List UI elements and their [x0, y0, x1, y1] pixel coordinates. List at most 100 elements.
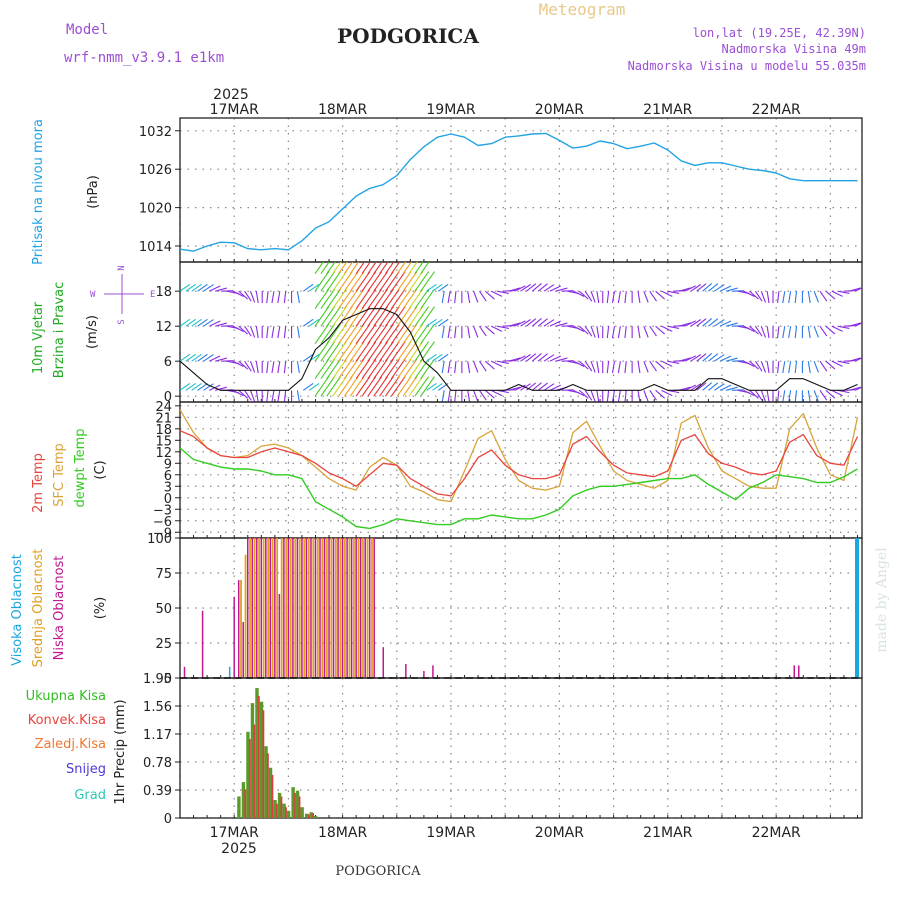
temperature-frame: [179, 401, 863, 539]
wind-barb: [249, 390, 256, 402]
wind-ylabel-line3: (m/s): [85, 315, 100, 349]
wind-barb: [702, 382, 713, 391]
wind-barb: [655, 360, 666, 370]
wind-barb: [543, 383, 555, 391]
wind-barb: [332, 262, 342, 274]
wind-barb: [244, 360, 252, 372]
wind-barb: [754, 325, 763, 337]
wind-barb: [508, 357, 521, 362]
wind-barb: [496, 360, 509, 364]
wind-barb: [432, 318, 443, 327]
credit-watermark: made by Angel: [874, 547, 890, 653]
wind-barb: [215, 322, 227, 327]
wind-barb: [420, 358, 435, 379]
wind-barb: [373, 323, 388, 344]
precip-legend-snow: Snijeg: [66, 762, 106, 777]
temperature-ylabel: 2m Temp SFC Temp dewpt Temp (C): [31, 428, 108, 512]
wind-barb: [402, 288, 418, 309]
wind-barb: [180, 318, 191, 327]
wind-barb: [244, 325, 252, 337]
precip-conv-bar: [267, 753, 269, 818]
wind-barb: [408, 262, 418, 274]
top-date-label: 19MAR: [426, 102, 475, 118]
wind-barb: [343, 323, 359, 344]
wind-barb: [813, 290, 819, 303]
pressure-panel: 1014 1020 1026 1032: [139, 117, 863, 263]
wind-barb: [349, 358, 365, 379]
precipitation-ytick-label: 0.39: [143, 784, 172, 799]
precip-total-bar: [300, 807, 304, 818]
wind-barb: [266, 326, 269, 339]
wind-barb: [573, 360, 585, 368]
pressure-ylabel-line2: (hPa): [86, 175, 101, 209]
wind-barb: [373, 262, 383, 274]
wind-barb: [478, 360, 487, 372]
wind-barb: [320, 306, 336, 327]
wind-barb: [849, 287, 862, 292]
wind-barb: [349, 271, 365, 292]
bottom-date-label: 18MAR: [318, 825, 367, 841]
wind-barb: [447, 390, 451, 402]
precip-conv-bar: [248, 739, 251, 818]
wind-barb: [708, 382, 719, 391]
wind-barb: [355, 262, 365, 274]
wind-barb: [624, 390, 627, 402]
wind-barb: [320, 262, 330, 274]
precip-total-bar: [277, 792, 282, 818]
wind-barb: [777, 361, 780, 374]
wind-barb: [343, 288, 359, 309]
precip-total-bar: [259, 701, 264, 818]
wind-barb: [197, 283, 208, 292]
temp-ylabel-dewpt: dewpt Temp: [73, 428, 88, 507]
wind-barb: [794, 291, 798, 304]
wind-barb: [678, 357, 691, 362]
footer-station: PODGORICA: [335, 864, 421, 879]
wind-barb: [255, 390, 259, 402]
wind-barb: [349, 288, 365, 309]
cloud-ylabel-high: Visoka Oblacnost: [10, 554, 25, 666]
wind-barb: [441, 390, 445, 402]
wind-barb: [643, 360, 649, 373]
altitude-text: Nadmorska Visina 49m: [722, 42, 867, 56]
wind-barb: [590, 325, 596, 338]
precip-total-bar: [250, 703, 255, 818]
wind-barb: [454, 390, 457, 402]
temperature-ytick-label: −3: [153, 503, 172, 518]
wind-barb: [766, 361, 770, 374]
wind-barb: [649, 390, 657, 401]
precip-conv-bar: [244, 789, 247, 818]
wind-barb: [637, 390, 641, 402]
wind-barb: [332, 271, 347, 292]
wind-barb: [266, 291, 269, 304]
pressure-ytick-label: 1014: [139, 240, 172, 255]
precipitation-ytick-label: 1.95: [143, 672, 172, 687]
wind-barb: [725, 287, 738, 292]
wind-barb: [696, 318, 707, 327]
wind-barb: [788, 326, 792, 339]
temperature-ytick-label: 3: [164, 480, 172, 495]
wind-barb: [754, 360, 763, 372]
wind-barb: [766, 390, 770, 402]
cloud_cover-panel: 0 25 50 75 100: [147, 532, 863, 687]
compass-e: E: [150, 290, 155, 300]
wind-barb: [249, 360, 256, 373]
wind-barb: [537, 382, 548, 391]
wind-barb: [473, 290, 479, 303]
wind-barb: [831, 325, 843, 332]
wind-barb: [684, 355, 696, 362]
wind-barb: [725, 322, 738, 327]
precipitation-ytick-label: 1.56: [143, 700, 172, 715]
wind-barb: [596, 291, 600, 304]
wind-barb: [766, 291, 770, 304]
wind-barb: [271, 390, 275, 402]
wind-barb: [788, 361, 792, 374]
wind-barb: [526, 382, 537, 391]
wind-barb: [825, 360, 836, 370]
temperature-ytick-label: 21: [155, 411, 172, 426]
temp-ylabel-unit: (C): [93, 460, 108, 479]
wind-barb: [203, 383, 214, 391]
wind-barb: [385, 341, 400, 362]
wind-barb: [379, 306, 394, 327]
wind-barb: [320, 271, 336, 292]
pressure-line: [179, 132, 858, 252]
